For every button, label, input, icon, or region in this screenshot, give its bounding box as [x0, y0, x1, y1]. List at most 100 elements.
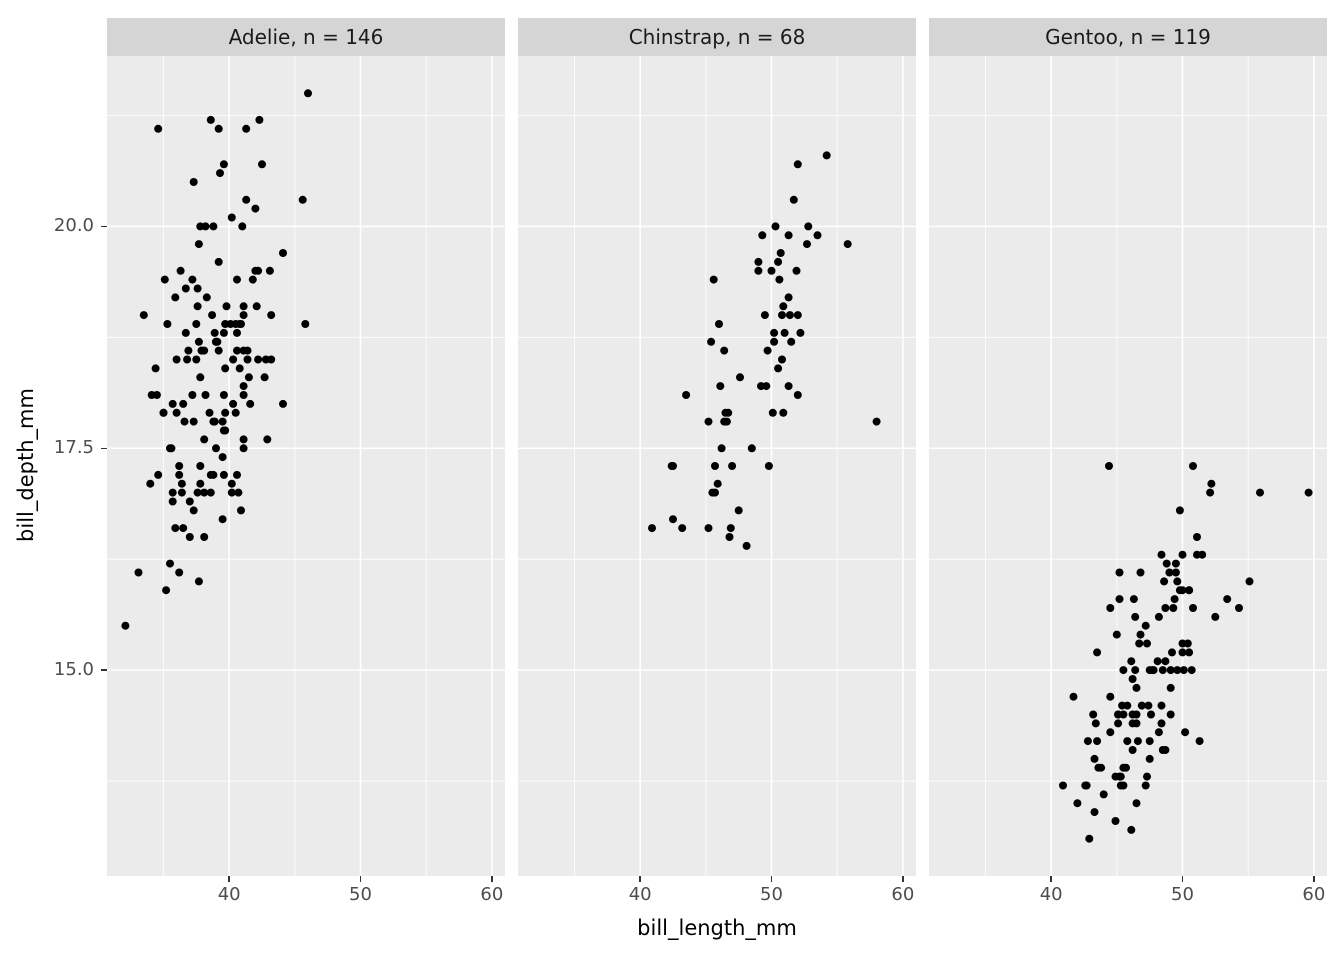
data-point [1106, 604, 1115, 612]
data-point [227, 479, 236, 488]
data-point [1090, 808, 1099, 817]
data-point [1135, 639, 1144, 648]
data-point [778, 311, 786, 320]
data-point [200, 533, 209, 541]
data-point [1161, 604, 1170, 612]
data-point [648, 524, 656, 533]
data-point [1119, 666, 1128, 675]
data-point [813, 231, 822, 240]
data-point [1145, 754, 1154, 763]
data-point [267, 355, 276, 364]
data-point [252, 302, 261, 311]
data-point [1083, 737, 1092, 746]
data-point [1132, 710, 1141, 719]
data-point [1165, 568, 1174, 577]
data-point [704, 524, 713, 533]
data-point [1158, 746, 1167, 754]
data-point [154, 124, 163, 133]
facet-title: Adelie, n = 146 [228, 25, 384, 49]
data-point [771, 222, 780, 231]
data-point [212, 337, 220, 346]
data-point [201, 222, 210, 231]
data-point [209, 222, 218, 231]
x-tick-mark [902, 876, 904, 882]
data-point [239, 302, 248, 311]
data-point [196, 462, 205, 470]
data-point [1128, 746, 1137, 754]
data-point [720, 346, 729, 355]
data-point [171, 293, 180, 302]
data-point [201, 391, 210, 399]
data-point [194, 240, 203, 249]
data-point [1166, 710, 1175, 719]
data-point [1129, 595, 1138, 604]
data-point [192, 355, 201, 364]
data-point [254, 355, 263, 364]
data-point [1206, 488, 1215, 497]
data-point [1304, 488, 1313, 497]
data-point [713, 479, 722, 488]
data-point [239, 435, 248, 444]
data-point [206, 470, 215, 479]
data-point [184, 346, 193, 355]
data-point [1143, 772, 1151, 781]
data-point [255, 115, 264, 124]
data-point [763, 346, 772, 355]
data-point [764, 462, 773, 470]
data-point [1137, 701, 1146, 710]
data-point [175, 462, 184, 470]
data-point [736, 373, 744, 382]
y-tick-mark [101, 669, 107, 671]
data-point [200, 488, 209, 497]
data-point [298, 195, 307, 204]
data-point [177, 488, 186, 497]
data-point [1131, 612, 1140, 621]
data-point [301, 320, 310, 328]
data-point [1106, 728, 1115, 737]
data-point [778, 355, 786, 364]
data-point [1175, 586, 1184, 595]
data-point [196, 479, 205, 488]
data-point [239, 382, 248, 391]
data-point [168, 488, 177, 497]
data-point [1093, 737, 1102, 746]
data-point [194, 577, 203, 586]
data-point [181, 284, 190, 293]
data-point [239, 391, 248, 399]
data-point [1090, 754, 1099, 763]
x-tick-mark [1313, 876, 1315, 882]
data-point [1089, 710, 1098, 719]
data-point [843, 240, 852, 249]
data-point [160, 275, 169, 284]
data-point [218, 453, 227, 462]
data-point [784, 382, 793, 391]
x-axis-title: bill_length_mm [637, 916, 797, 940]
data-point [1175, 506, 1184, 515]
data-point [246, 399, 255, 408]
data-point [1127, 825, 1136, 834]
y-tick-mark [101, 447, 107, 449]
data-point [711, 462, 719, 470]
data-point [1193, 533, 1201, 541]
data-point [181, 328, 190, 337]
data-point [784, 293, 793, 302]
data-point [1131, 666, 1140, 675]
data-point [279, 249, 287, 257]
data-point [1153, 657, 1162, 666]
data-point [168, 399, 177, 408]
data-point [219, 328, 228, 337]
data-point [231, 408, 240, 417]
data-point [254, 266, 263, 275]
panel-background [107, 56, 505, 876]
data-point [1085, 834, 1094, 843]
data-point [1157, 719, 1166, 728]
data-point [222, 302, 231, 311]
data-point [1112, 630, 1121, 639]
data-point [728, 462, 737, 470]
data-point [233, 346, 241, 355]
data-point [734, 506, 743, 515]
data-point [784, 231, 793, 240]
data-point [1122, 763, 1130, 772]
x-tick-mark [1181, 876, 1184, 882]
data-point [779, 302, 788, 311]
